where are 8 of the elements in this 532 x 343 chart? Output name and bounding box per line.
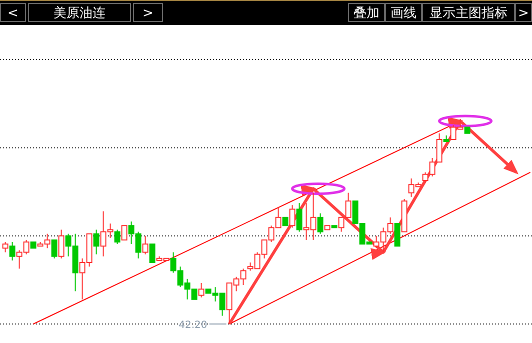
text: 叠加	[354, 6, 380, 21]
text: 显示主图指标	[430, 5, 508, 21]
chart-title: 美原油连	[54, 5, 106, 21]
text: >	[518, 6, 529, 21]
text: >	[142, 6, 154, 21]
text: <	[8, 6, 18, 21]
text: 画线	[390, 6, 416, 21]
annotation: 42.20	[178, 320, 208, 331]
